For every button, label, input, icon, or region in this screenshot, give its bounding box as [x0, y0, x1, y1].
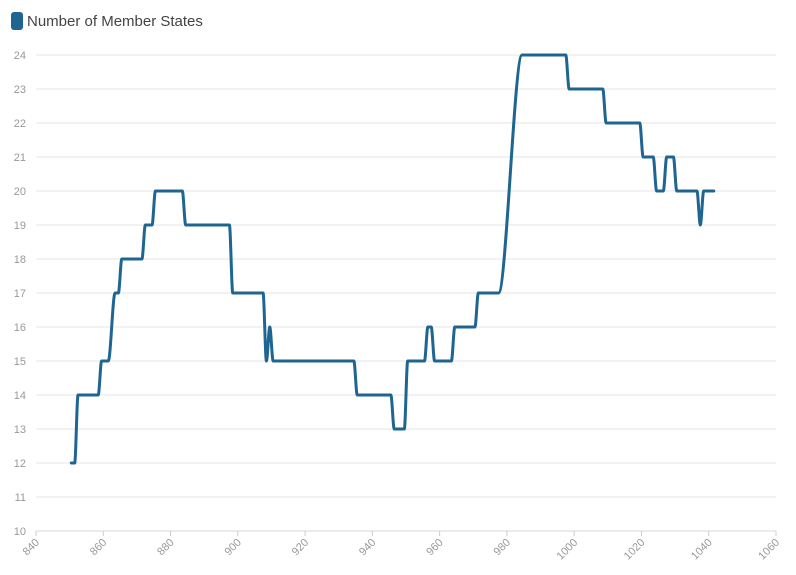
data-point[interactable] — [268, 325, 272, 329]
legend[interactable]: Number of Member States — [11, 12, 203, 30]
y-tick-label: 12 — [14, 458, 26, 470]
x-tick-label: 1020 — [622, 537, 648, 563]
data-point[interactable] — [473, 325, 477, 329]
data-point[interactable] — [453, 325, 457, 329]
data-point[interactable] — [641, 155, 645, 159]
x-tick-label: 940 — [357, 537, 378, 558]
x-tick-label: 900 — [222, 537, 243, 558]
data-point[interactable] — [601, 87, 605, 91]
data-point[interactable] — [96, 393, 100, 397]
data-point[interactable] — [180, 189, 184, 193]
data-point[interactable] — [140, 257, 144, 261]
x-axis-ticks: 840 860 880 900 920 940 960 980 1000 1020 1040 1060 — [21, 531, 782, 562]
data-point[interactable] — [638, 121, 642, 125]
x-tick-label: 960 — [424, 537, 445, 558]
y-tick-label: 16 — [14, 322, 26, 334]
data-point[interactable] — [695, 189, 699, 193]
y-tick-label: 11 — [15, 492, 26, 504]
x-tick-label: 860 — [88, 537, 109, 558]
x-tick-label: 840 — [21, 537, 42, 558]
data-point[interactable] — [106, 359, 110, 363]
data-point[interactable] — [355, 393, 359, 397]
data-point[interactable] — [661, 189, 665, 193]
y-tick-label: 21 — [14, 152, 26, 164]
data-point[interactable] — [100, 359, 104, 363]
y-axis-ticks: 10 11 12 13 14 15 16 17 18 19 20 21 22 23 24 — [14, 50, 26, 538]
x-tick-label: 980 — [492, 537, 513, 558]
y-tick-label: 18 — [14, 254, 26, 266]
y-tick-label: 22 — [14, 118, 26, 130]
data-point[interactable] — [449, 359, 453, 363]
data-point[interactable] — [150, 223, 154, 227]
data-point[interactable] — [702, 189, 706, 193]
data-point[interactable] — [651, 155, 655, 159]
data-point[interactable] — [76, 393, 80, 397]
data-point[interactable] — [433, 359, 437, 363]
data-point[interactable] — [184, 223, 188, 227]
data-point[interactable] — [231, 291, 235, 295]
data-point[interactable] — [389, 393, 393, 397]
data-point[interactable] — [264, 359, 268, 363]
y-tick-label: 14 — [14, 390, 26, 402]
y-tick-label: 23 — [14, 84, 26, 96]
data-point[interactable] — [429, 325, 433, 329]
data-point[interactable] — [261, 291, 265, 295]
y-tick-label: 17 — [14, 288, 26, 300]
y-tick-label: 10 — [14, 526, 26, 538]
data-point[interactable] — [392, 427, 396, 431]
data-point[interactable] — [567, 87, 571, 91]
data-point[interactable] — [497, 291, 501, 295]
series-layer — [69, 53, 716, 465]
x-tick-label: 920 — [290, 537, 311, 558]
data-point[interactable] — [73, 461, 77, 465]
data-point[interactable] — [143, 223, 147, 227]
data-point[interactable] — [712, 189, 716, 193]
data-point[interactable] — [520, 53, 524, 57]
data-point[interactable] — [671, 155, 675, 159]
y-tick-label: 15 — [14, 356, 26, 368]
data-point[interactable] — [271, 359, 275, 363]
data-point[interactable] — [675, 189, 679, 193]
x-tick-label: 1040 — [689, 537, 715, 563]
data-point[interactable] — [227, 223, 231, 227]
data-point[interactable] — [564, 53, 568, 57]
data-point[interactable] — [655, 189, 659, 193]
y-tick-label: 24 — [14, 50, 26, 62]
data-point[interactable] — [423, 359, 427, 363]
data-point[interactable] — [153, 189, 157, 193]
x-tick-label: 1060 — [756, 537, 782, 563]
legend-label: Number of Member States — [27, 12, 203, 30]
data-point[interactable] — [120, 257, 124, 261]
data-point[interactable] — [665, 155, 669, 159]
data-point[interactable] — [406, 359, 410, 363]
y-tick-label: 13 — [14, 424, 26, 436]
data-point[interactable] — [604, 121, 608, 125]
data-point[interactable] — [402, 427, 406, 431]
legend-swatch — [11, 12, 23, 30]
data-point[interactable] — [352, 359, 356, 363]
data-point[interactable] — [698, 223, 702, 227]
y-tick-label: 20 — [14, 186, 26, 198]
x-tick-label: 880 — [155, 537, 176, 558]
data-point[interactable] — [476, 291, 480, 295]
y-tick-label: 19 — [14, 220, 26, 232]
data-point[interactable] — [116, 291, 120, 295]
x-tick-label: 1000 — [555, 537, 581, 563]
series-line[interactable] — [69, 53, 716, 465]
grid — [36, 54, 776, 532]
